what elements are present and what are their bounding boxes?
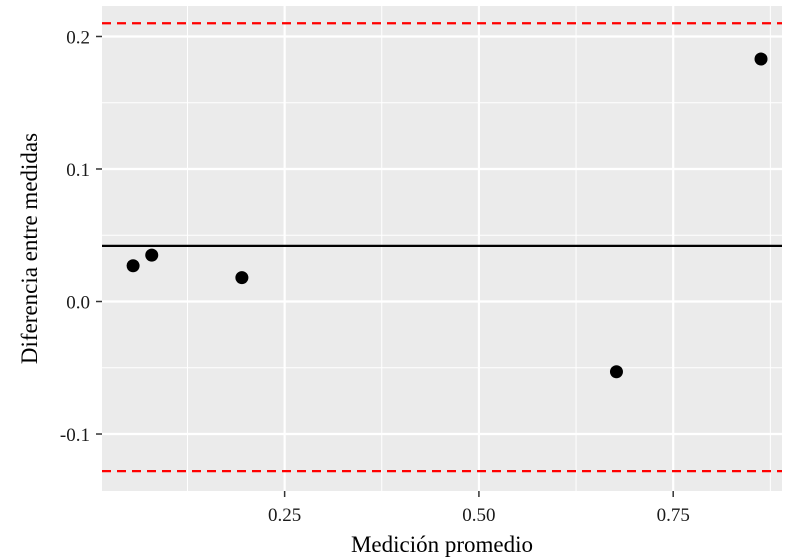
plot-panel	[102, 6, 782, 491]
minor-grid	[102, 6, 782, 491]
x-axis: 0.25 0.50 0.75	[268, 491, 690, 526]
data-points	[126, 52, 768, 379]
data-point	[145, 248, 159, 262]
x-tick-label: 0.25	[268, 505, 301, 526]
y-axis-title: Diferencia entre medidas	[17, 133, 42, 364]
y-tick-label: 0.0	[66, 293, 90, 314]
x-tick-label: 0.50	[462, 505, 495, 526]
y-tick-label: 0.2	[66, 27, 90, 48]
x-axis-title: Medición promedio	[351, 532, 533, 557]
data-point	[754, 52, 768, 66]
major-grid	[102, 6, 782, 491]
x-tick-label: 0.75	[657, 505, 690, 526]
data-point	[609, 365, 623, 379]
reference-lines	[102, 22, 782, 473]
y-axis: -0.1 0.0 0.1 0.2	[60, 27, 102, 446]
y-tick-label: 0.1	[66, 160, 90, 181]
y-tick-label: -0.1	[60, 425, 90, 446]
data-point	[126, 259, 140, 273]
data-point	[235, 271, 249, 285]
